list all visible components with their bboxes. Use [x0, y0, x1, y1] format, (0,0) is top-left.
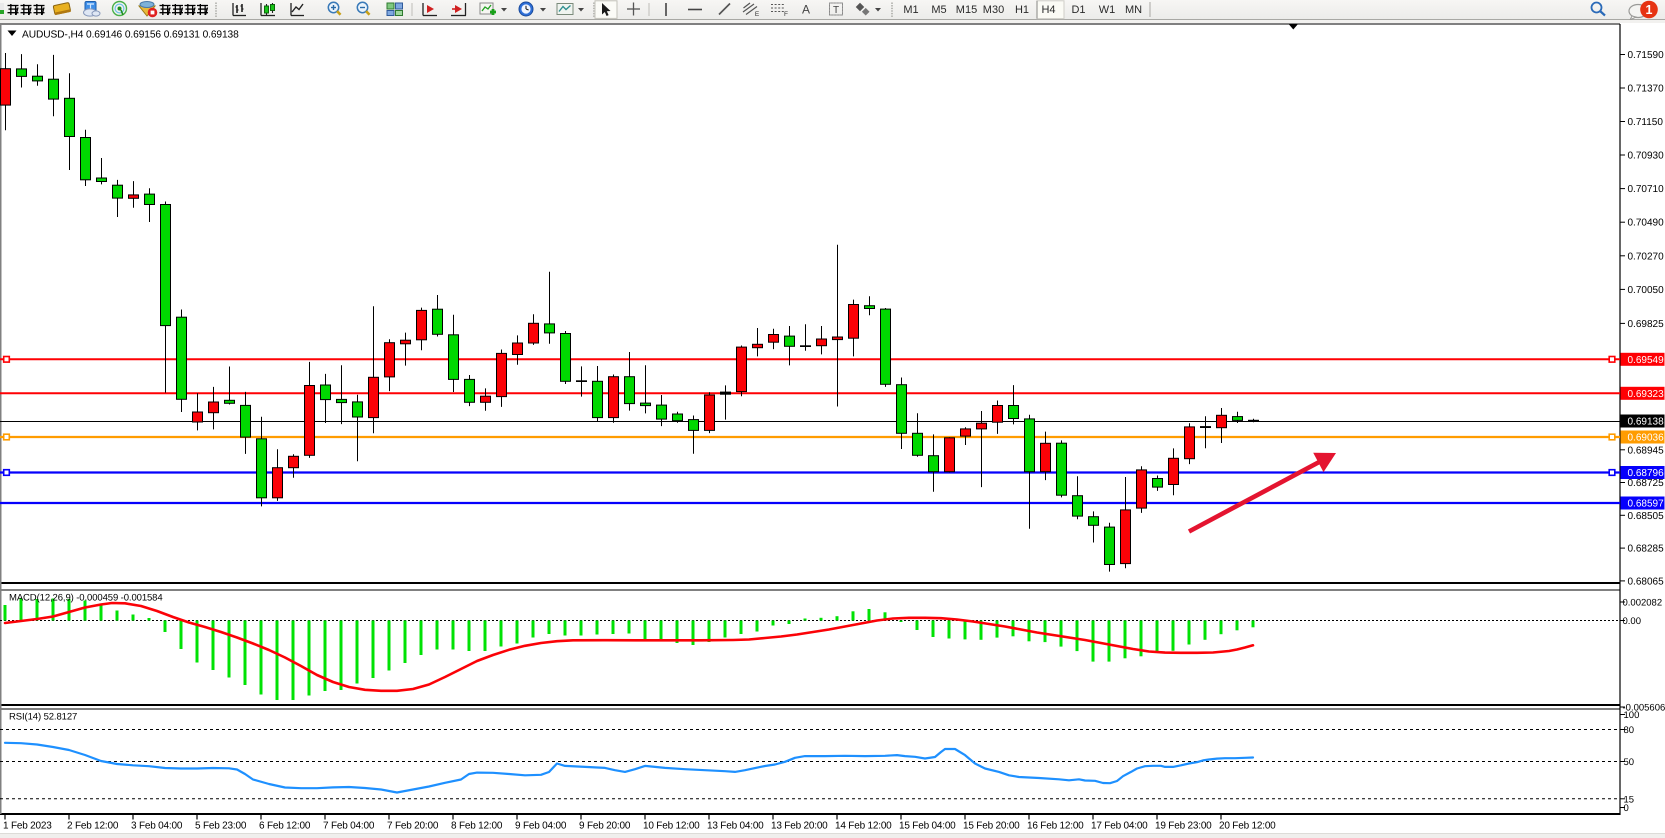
svg-text:0.69825: 0.69825	[1628, 319, 1665, 330]
svg-text:80: 80	[1624, 725, 1635, 736]
svg-text:M30: M30	[983, 4, 1004, 16]
svg-text:50: 50	[1624, 757, 1635, 768]
svg-text:0.70710: 0.70710	[1628, 184, 1665, 195]
svg-text:20 Feb 12:00: 20 Feb 12:00	[1219, 821, 1276, 832]
svg-text:16 Feb 12:00: 16 Feb 12:00	[1027, 821, 1084, 832]
svg-text:0.68597: 0.68597	[1628, 499, 1665, 510]
svg-text:MN: MN	[1125, 4, 1142, 16]
svg-text:M15: M15	[956, 4, 977, 16]
svg-text:19 Feb 23:00: 19 Feb 23:00	[1155, 821, 1212, 832]
svg-text:M1: M1	[903, 4, 918, 16]
svg-text:14 Feb 12:00: 14 Feb 12:00	[835, 821, 892, 832]
svg-text:9 Feb 20:00: 9 Feb 20:00	[579, 821, 631, 832]
svg-text:0.69323: 0.69323	[1628, 389, 1665, 400]
svg-text:D1: D1	[1071, 4, 1085, 16]
svg-text:6 Feb 12:00: 6 Feb 12:00	[259, 821, 311, 832]
svg-text:0.70930: 0.70930	[1628, 151, 1665, 162]
svg-text:A: A	[802, 3, 810, 17]
svg-text:13 Feb 20:00: 13 Feb 20:00	[771, 821, 828, 832]
svg-text:7 Feb 04:00: 7 Feb 04:00	[323, 821, 375, 832]
svg-text:RSI(14) 52.8127: RSI(14) 52.8127	[9, 712, 77, 723]
svg-text:0.68945: 0.68945	[1628, 445, 1665, 456]
svg-text:0.69549: 0.69549	[1628, 355, 1665, 366]
svg-text:0.00: 0.00	[1623, 616, 1642, 627]
svg-text:0.71370: 0.71370	[1628, 84, 1665, 95]
svg-text:10 Feb 12:00: 10 Feb 12:00	[643, 821, 700, 832]
svg-text:E: E	[755, 11, 760, 18]
svg-text:F: F	[784, 11, 788, 18]
svg-text:17 Feb 04:00: 17 Feb 04:00	[1091, 821, 1148, 832]
svg-text:0.71150: 0.71150	[1628, 117, 1664, 128]
svg-text:H1: H1	[1015, 4, 1029, 16]
svg-text:M5: M5	[931, 4, 946, 16]
svg-text:0: 0	[1624, 803, 1629, 814]
svg-text:H4: H4	[1041, 4, 1055, 16]
svg-text:1 Feb 2023: 1 Feb 2023	[3, 821, 52, 832]
svg-text:MACD(12,26,9) -0.000459 -0.001: MACD(12,26,9) -0.000459 -0.001584	[9, 593, 163, 604]
svg-text:0.71590: 0.71590	[1628, 50, 1665, 61]
svg-text:0.70270: 0.70270	[1628, 251, 1665, 262]
svg-text:T: T	[833, 5, 839, 16]
svg-text:3 Feb 04:00: 3 Feb 04:00	[131, 821, 183, 832]
svg-text:0.68065: 0.68065	[1628, 576, 1665, 587]
svg-text:0.69036: 0.69036	[1628, 433, 1665, 444]
svg-text:7 Feb 20:00: 7 Feb 20:00	[387, 821, 439, 832]
svg-text:AUDUSD-,H4: AUDUSD-,H4	[22, 30, 84, 41]
svg-text:5 Feb 23:00: 5 Feb 23:00	[195, 821, 247, 832]
svg-text:9 Feb 04:00: 9 Feb 04:00	[515, 821, 567, 832]
svg-text:2 Feb 12:00: 2 Feb 12:00	[67, 821, 119, 832]
svg-text:0.002082: 0.002082	[1623, 598, 1663, 609]
svg-text:0.68505: 0.68505	[1628, 511, 1665, 522]
svg-text:1: 1	[1646, 3, 1653, 17]
svg-text:100: 100	[1624, 710, 1640, 721]
svg-text:0.70490: 0.70490	[1628, 218, 1665, 229]
svg-text:W1: W1	[1099, 4, 1116, 16]
svg-text:0.69146 0.69156 0.69131 0.6913: 0.69146 0.69156 0.69131 0.69138	[86, 30, 239, 41]
svg-text:0.68725: 0.68725	[1628, 478, 1665, 489]
svg-text:0.68285: 0.68285	[1628, 544, 1665, 555]
svg-text:0.68796: 0.68796	[1628, 468, 1665, 479]
svg-text:0.69138: 0.69138	[1628, 417, 1665, 428]
svg-text:15 Feb 20:00: 15 Feb 20:00	[963, 821, 1020, 832]
svg-text:13 Feb 04:00: 13 Feb 04:00	[707, 821, 764, 832]
svg-text:8 Feb 12:00: 8 Feb 12:00	[451, 821, 503, 832]
svg-text:0.70050: 0.70050	[1628, 285, 1665, 296]
svg-text:15 Feb 04:00: 15 Feb 04:00	[899, 821, 956, 832]
